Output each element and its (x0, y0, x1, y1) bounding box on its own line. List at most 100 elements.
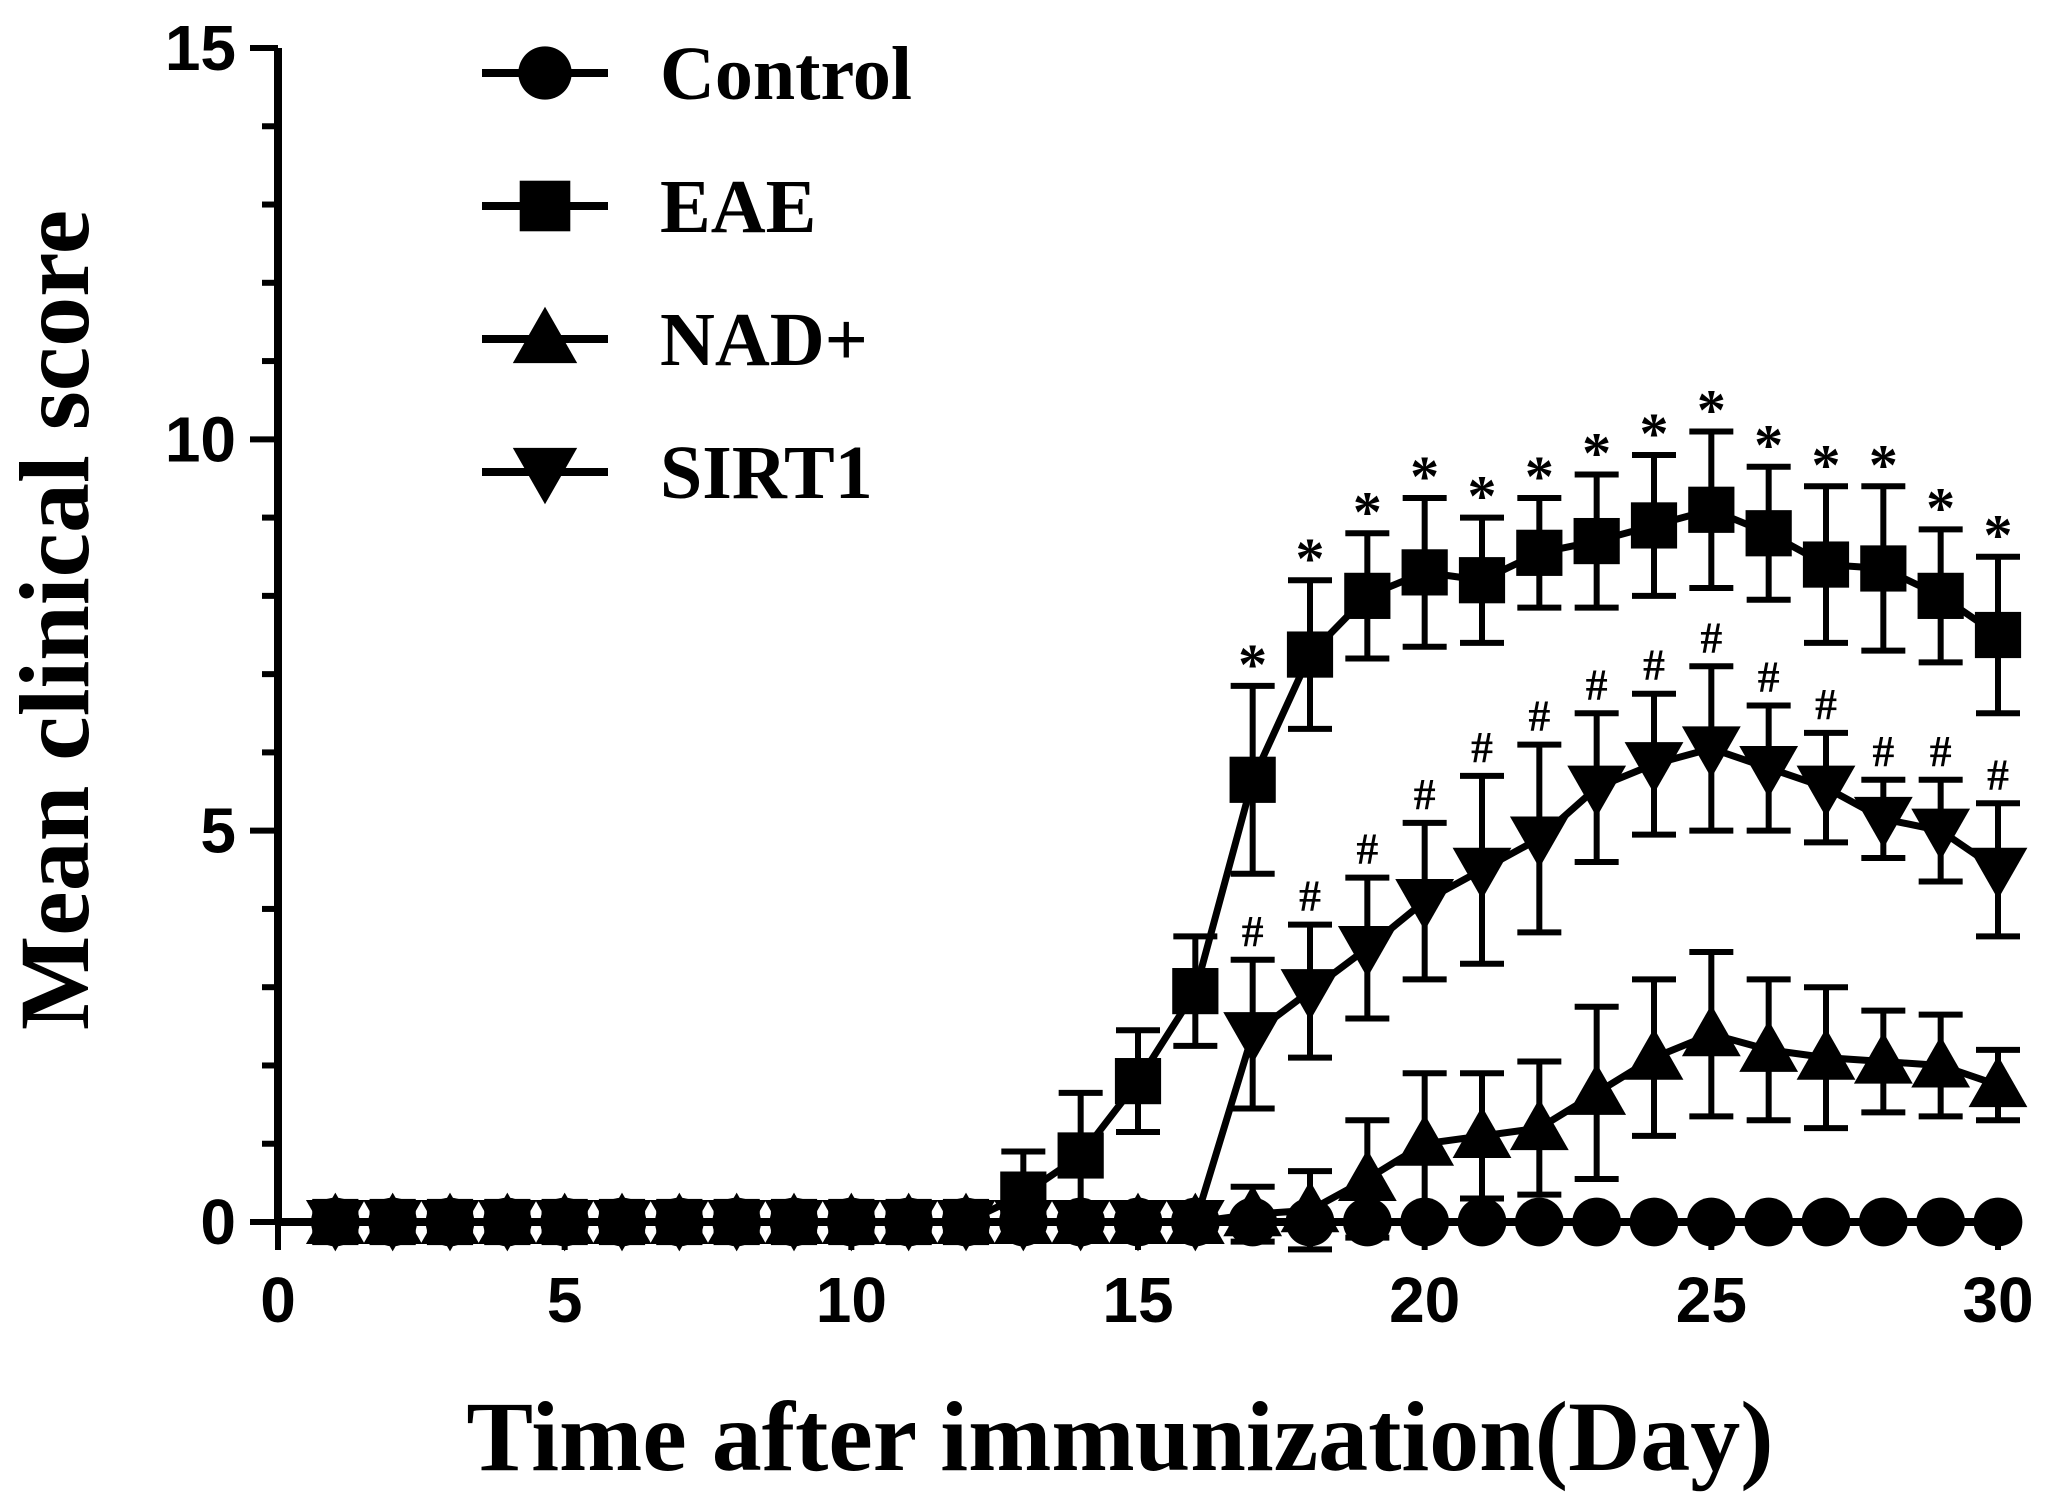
x-tick-label: 20 (1389, 1264, 1460, 1336)
data-point (1739, 1020, 1799, 1072)
data-point (1796, 765, 1856, 818)
data-point (1458, 557, 1506, 604)
sirt1-significance-hash: # (1414, 770, 1436, 819)
data-point (1401, 549, 1448, 596)
legend-marker (512, 306, 578, 364)
data-point (1229, 756, 1276, 803)
data-point (1968, 1055, 2028, 1108)
eae-significance-star: * (1238, 632, 1267, 697)
x-axis-title: Time after immunization(Day) (466, 1381, 1773, 1492)
data-point (1344, 572, 1391, 619)
y-tick-label: 5 (200, 795, 236, 867)
data-point (1911, 1036, 1971, 1088)
sirt1-significance-hash: # (1643, 641, 1665, 690)
eae-significance-star: * (1353, 479, 1382, 544)
legend-marker (518, 46, 572, 100)
data-point (1457, 1197, 1507, 1247)
data-point (941, 1197, 991, 1247)
data-point (712, 1197, 762, 1247)
data-point (1853, 1032, 1913, 1084)
sirt1-significance-hash: # (1586, 660, 1608, 709)
sirt1-significance-hash: # (1872, 727, 1894, 776)
data-point (1172, 968, 1219, 1015)
data-point (1968, 847, 2028, 900)
legend-label: Control (660, 32, 912, 116)
series-control (310, 1197, 2023, 1247)
series-layer (305, 428, 2028, 1253)
data-point (1802, 541, 1850, 588)
x-tick-label: 25 (1676, 1264, 1747, 1336)
data-point (1509, 816, 1569, 868)
x-tick-label: 10 (816, 1264, 887, 1336)
eae-significance-star: * (1869, 432, 1898, 497)
data-point (1452, 847, 1512, 900)
x-tick-label: 0 (260, 1264, 296, 1336)
data-point (1973, 1197, 2023, 1247)
legend-item: EAE (482, 165, 816, 249)
eae-significance-star: * (1812, 432, 1841, 497)
x-tick-label: 15 (1102, 1264, 1173, 1336)
y-tick-label: 10 (165, 403, 236, 475)
data-point (1688, 486, 1735, 533)
eae-significance-star: * (1410, 444, 1439, 509)
data-point (769, 1197, 819, 1247)
data-point (1573, 517, 1620, 565)
data-point (1681, 726, 1741, 778)
data-point (1572, 1197, 1622, 1247)
data-point (1057, 1132, 1104, 1179)
data-point (1744, 1197, 1794, 1247)
data-point (1285, 1197, 1335, 1247)
series-line (335, 744, 2000, 1226)
eae-significance-star: * (1754, 413, 1783, 478)
sirt1-significance-hash: # (1356, 825, 1378, 874)
y-tick-label: 0 (200, 1186, 236, 1258)
legend-label: EAE (660, 165, 816, 249)
legend-marker (519, 180, 571, 232)
y-tick-label: 15 (165, 12, 236, 84)
sirt1-significance-hash: # (1528, 692, 1550, 741)
legend-marker (512, 447, 578, 505)
data-point (1509, 1098, 1569, 1151)
eae-significance-star: * (1582, 421, 1611, 486)
data-point (1745, 510, 1792, 557)
data-point (1916, 1197, 1966, 1247)
data-point (1516, 529, 1563, 576)
legend-label: SIRT1 (660, 431, 873, 515)
data-point (368, 1197, 418, 1247)
data-point (597, 1197, 647, 1247)
x-tick-label: 30 (1962, 1264, 2033, 1336)
sirt1-significance-hash: # (1987, 750, 2009, 799)
data-point (540, 1197, 590, 1247)
data-point (1395, 879, 1455, 931)
data-point (1629, 1197, 1679, 1247)
annotation-layer: * * * * * * * * * * * * * * # # # # # # # # # # # # # # (1238, 378, 2012, 956)
data-point (1337, 1149, 1397, 1202)
eae-significance-star: * (1525, 444, 1554, 509)
data-point (884, 1197, 934, 1247)
sirt1-significance-hash: # (1758, 652, 1780, 701)
data-point (1686, 1197, 1736, 1247)
data-point (1911, 808, 1971, 861)
data-point (1858, 1197, 1908, 1247)
eae-significance-star: * (1926, 475, 1955, 540)
data-point (1280, 969, 1340, 1021)
data-point (826, 1197, 876, 1247)
data-point (1514, 1197, 1564, 1247)
data-point (1113, 1197, 1163, 1247)
eae-significance-star: * (1640, 401, 1669, 466)
sirt1-significance-hash: # (1930, 727, 1952, 776)
data-point (1170, 1197, 1220, 1247)
sirt1-significance-hash: # (1242, 907, 1264, 956)
data-point (1452, 1106, 1512, 1158)
eae-significance-star: * (1468, 464, 1497, 529)
data-point (1567, 765, 1627, 818)
eae-significance-star: * (1697, 378, 1726, 443)
data-point (1853, 796, 1913, 849)
eae-significance-star: * (1984, 503, 2013, 568)
data-point (1286, 631, 1334, 678)
legend: Control EAE NAD+ SIRT1 (482, 32, 912, 515)
data-point (998, 1197, 1048, 1247)
data-point (1342, 1197, 1392, 1247)
data-point (310, 1197, 360, 1247)
